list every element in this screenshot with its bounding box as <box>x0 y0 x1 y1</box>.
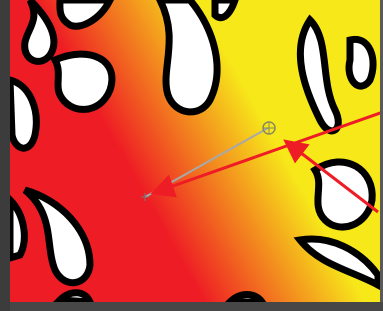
photoshop-canvas-screenshot <box>0 0 383 311</box>
page <box>0 0 383 311</box>
left-panel-edge <box>0 0 10 311</box>
canvas-bottom-edge <box>0 302 383 311</box>
